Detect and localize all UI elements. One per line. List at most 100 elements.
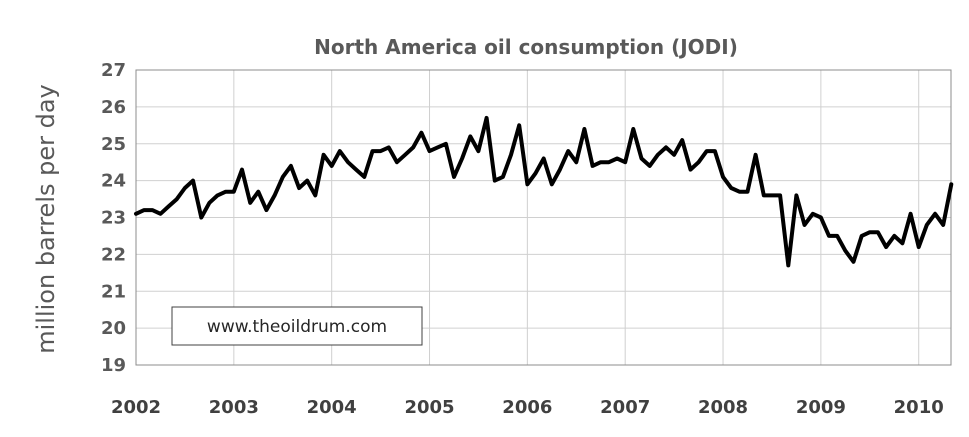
data-point [631,127,635,131]
data-point [305,179,309,183]
data-point [370,149,375,153]
data-point [427,149,432,153]
data-point [509,153,513,157]
data-point [183,186,187,190]
x-tick-label: 2002 [111,397,161,418]
data-point [224,190,228,194]
data-point [851,260,856,264]
annotation-text: www.theoildrum.com [207,317,387,337]
x-tick-label: 2010 [894,397,944,418]
data-point [533,171,538,175]
y-tick-label: 23 [101,208,126,229]
data-point [688,168,693,172]
x-tick-label: 2009 [796,397,846,418]
data-point [191,179,195,183]
data-point [525,182,530,186]
data-point [664,145,668,149]
y-axis-label: million barrels per day [32,84,60,354]
data-point [607,160,611,164]
data-point [884,245,888,249]
y-tick-label: 20 [101,318,126,339]
data-point [754,153,758,157]
data-point [623,160,627,164]
y-axis-ticks: 19 20 21 22 23 24 25 26 27 [101,60,126,376]
data-point [354,168,358,172]
data-point [346,160,350,164]
data-point [517,123,521,127]
data-point [591,164,595,168]
annotation-box [171,306,423,346]
data-point [460,156,464,161]
data-point [289,164,293,168]
data-point [778,193,782,197]
data-point [256,190,260,194]
y-tick-label: 26 [101,97,126,118]
data-point [876,230,880,234]
data-point [240,168,244,172]
data-point [403,153,407,157]
data-points [134,116,953,267]
x-tick-label: 2008 [698,397,748,418]
x-tick-label: 2005 [404,397,454,418]
data-point [705,149,709,153]
y-tick-label: 19 [101,355,126,376]
data-point [485,116,489,120]
y-tick-label: 22 [101,244,126,265]
data-point [379,149,383,153]
data-point [737,190,742,194]
data-point [330,164,334,168]
data-point [362,175,366,179]
data-point [900,241,905,245]
y-tick-label: 27 [101,60,126,81]
data-point [745,190,750,194]
data-point [672,153,676,157]
data-point [142,208,146,212]
data-point [232,190,236,194]
source-annotation: www.theoildrum.com [171,306,423,346]
data-point [281,175,285,179]
y-tick-label: 24 [101,171,126,192]
data-point [574,160,578,164]
gridlines [135,69,951,366]
x-tick-label: 2006 [502,397,552,418]
data-point [860,234,864,238]
data-point [582,127,587,131]
x-tick-label: 2004 [307,397,357,418]
data-point [444,142,448,146]
data-point [909,212,913,216]
data-point [729,186,733,190]
data-point [819,215,823,220]
data-point [794,193,799,197]
data-point [167,204,171,208]
data-point [656,153,660,157]
data-point [542,156,546,161]
data-point [150,208,154,212]
data-point [892,234,896,238]
data-point [558,168,562,172]
data-point [599,160,603,164]
data-point [827,234,831,238]
chart-title: North America oil consumption (JODI) [314,35,738,59]
x-tick-label: 2003 [209,397,259,418]
data-point [452,175,456,179]
data-point [835,234,839,238]
data-point [273,193,277,197]
data-point [338,149,342,153]
data-point [411,145,415,149]
data-point [476,149,480,153]
data-point [566,149,570,153]
data-point [468,134,472,138]
data-point [802,223,807,227]
data-point [697,160,701,164]
data-point [501,175,505,179]
data-point [811,212,815,216]
data-point [264,208,268,212]
data-point [215,193,220,197]
data-point [493,179,497,183]
data-point [158,212,163,216]
data-point [648,164,652,168]
data-point [248,201,252,205]
data-point [925,223,929,227]
data-point [917,245,921,249]
